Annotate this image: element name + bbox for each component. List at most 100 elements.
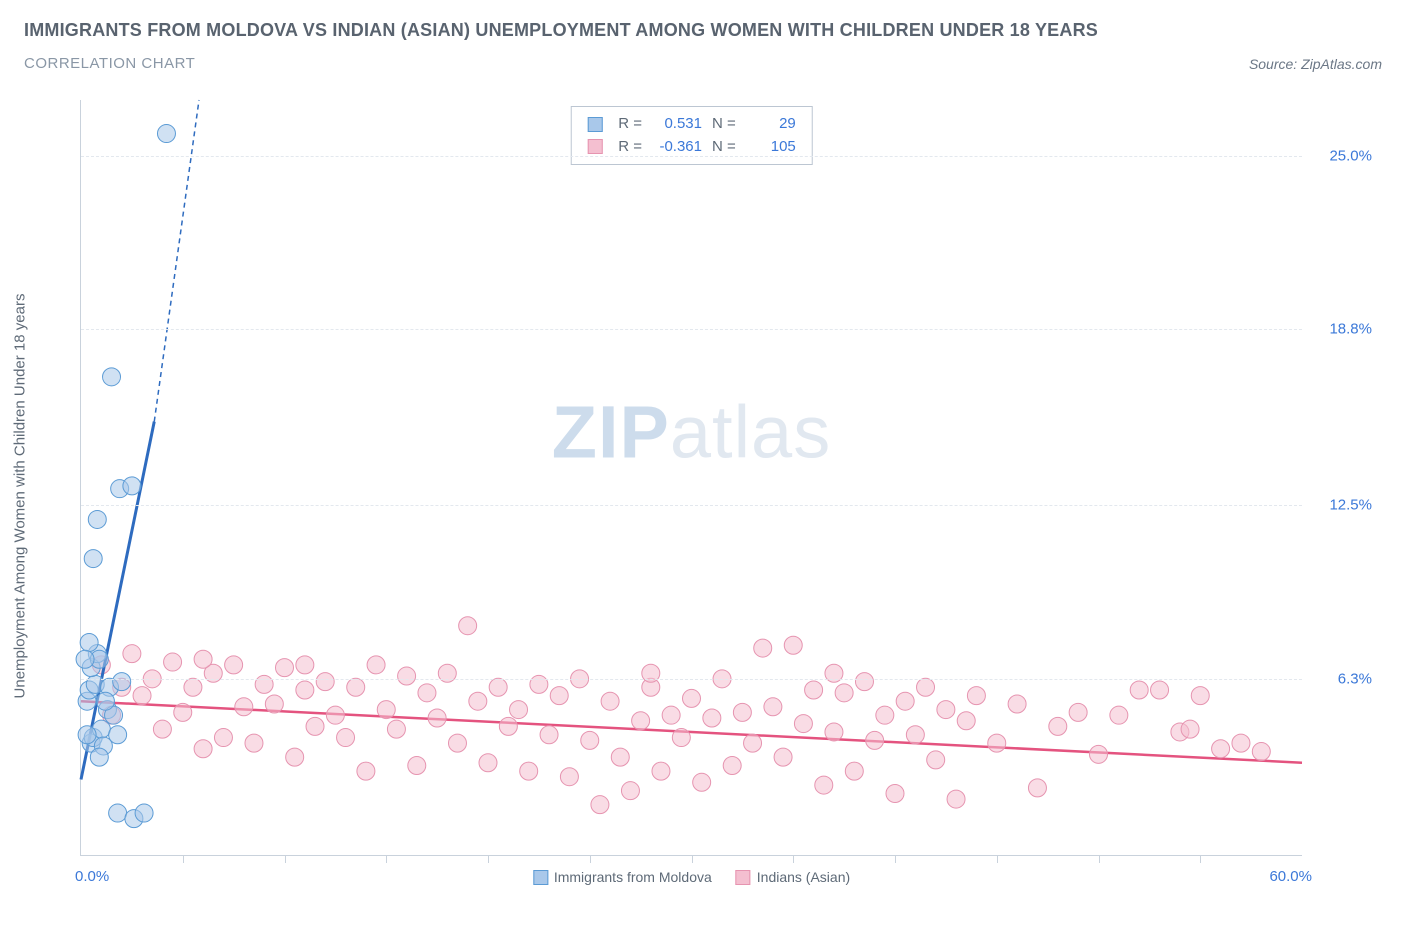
data-point bbox=[815, 776, 833, 794]
data-point bbox=[133, 687, 151, 705]
scatter-svg bbox=[81, 100, 1302, 855]
y-tick-label: 6.3% bbox=[1338, 670, 1372, 687]
data-point bbox=[88, 510, 106, 528]
subheader-row: CORRELATION CHART Source: ZipAtlas.com bbox=[24, 55, 1382, 72]
source-citation: Source: ZipAtlas.com bbox=[1249, 56, 1382, 72]
x-tick bbox=[1200, 855, 1201, 863]
x-tick bbox=[285, 855, 286, 863]
x-tick bbox=[183, 855, 184, 863]
data-point bbox=[632, 712, 650, 730]
r-value-a: 0.531 bbox=[652, 113, 702, 136]
r-label-a: R = bbox=[618, 113, 642, 136]
chart-subtitle: CORRELATION CHART bbox=[24, 55, 195, 72]
data-point bbox=[214, 729, 232, 747]
data-point bbox=[499, 717, 517, 735]
data-point bbox=[296, 656, 314, 674]
data-point bbox=[845, 762, 863, 780]
data-point bbox=[703, 709, 721, 727]
gridline-h bbox=[81, 679, 1302, 680]
data-point bbox=[855, 673, 873, 691]
data-point bbox=[825, 723, 843, 741]
data-point bbox=[1252, 743, 1270, 761]
data-point bbox=[601, 692, 619, 710]
gridline-h bbox=[81, 329, 1302, 330]
data-point bbox=[1110, 706, 1128, 724]
data-point bbox=[80, 633, 98, 651]
data-point bbox=[1008, 695, 1026, 713]
data-point bbox=[276, 659, 294, 677]
data-point bbox=[754, 639, 772, 657]
data-point bbox=[408, 757, 426, 775]
data-point bbox=[418, 684, 436, 702]
y-axis-label: Unemployment Among Women with Children U… bbox=[12, 294, 29, 699]
x-tick bbox=[793, 855, 794, 863]
data-point bbox=[337, 729, 355, 747]
data-point bbox=[194, 650, 212, 668]
bottom-legend-item-b: Indians (Asian) bbox=[736, 869, 850, 885]
x-tick bbox=[895, 855, 896, 863]
data-point bbox=[326, 706, 344, 724]
data-point bbox=[733, 703, 751, 721]
data-point bbox=[194, 740, 212, 758]
data-point bbox=[1090, 745, 1108, 763]
data-point bbox=[621, 782, 639, 800]
data-point bbox=[90, 748, 108, 766]
data-point bbox=[316, 673, 334, 691]
x-tick bbox=[590, 855, 591, 863]
data-point bbox=[1181, 720, 1199, 738]
data-point bbox=[96, 692, 114, 710]
data-point bbox=[886, 784, 904, 802]
data-point bbox=[103, 368, 121, 386]
data-point bbox=[489, 678, 507, 696]
data-point bbox=[469, 692, 487, 710]
data-point bbox=[560, 768, 578, 786]
data-point bbox=[235, 698, 253, 716]
data-point bbox=[774, 748, 792, 766]
bottom-label-a: Immigrants from Moldova bbox=[554, 869, 712, 885]
data-point bbox=[967, 687, 985, 705]
bottom-legend: Immigrants from Moldova Indians (Asian) bbox=[533, 869, 850, 885]
data-point bbox=[479, 754, 497, 772]
data-point bbox=[764, 698, 782, 716]
data-point bbox=[510, 701, 528, 719]
data-point bbox=[164, 653, 182, 671]
data-point bbox=[957, 712, 975, 730]
data-point bbox=[805, 681, 823, 699]
data-point bbox=[1151, 681, 1169, 699]
data-point bbox=[153, 720, 171, 738]
data-point bbox=[296, 681, 314, 699]
data-point bbox=[917, 678, 935, 696]
data-point bbox=[683, 689, 701, 707]
source-prefix: Source: bbox=[1249, 56, 1301, 72]
header: IMMIGRANTS FROM MOLDOVA VS INDIAN (ASIAN… bbox=[0, 0, 1406, 72]
data-point bbox=[835, 684, 853, 702]
data-point bbox=[306, 717, 324, 735]
data-point bbox=[672, 729, 690, 747]
data-point bbox=[723, 757, 741, 775]
r-value-b: -0.361 bbox=[652, 136, 702, 159]
y-tick-label: 25.0% bbox=[1329, 147, 1372, 164]
data-point bbox=[265, 695, 283, 713]
data-point bbox=[550, 687, 568, 705]
chart-title: IMMIGRANTS FROM MOLDOVA VS INDIAN (ASIAN… bbox=[24, 20, 1382, 41]
data-point bbox=[611, 748, 629, 766]
data-point bbox=[927, 751, 945, 769]
data-point bbox=[1212, 740, 1230, 758]
data-point bbox=[693, 773, 711, 791]
chart-area: Unemployment Among Women with Children U… bbox=[24, 90, 1382, 902]
legend-swatch-b bbox=[587, 139, 602, 154]
data-point bbox=[157, 125, 175, 143]
data-point bbox=[387, 720, 405, 738]
legend-row-a: R = 0.531 N = 29 bbox=[587, 113, 796, 136]
bottom-swatch-a bbox=[533, 870, 548, 885]
data-point bbox=[876, 706, 894, 724]
plot-region: ZIPatlas R = 0.531 N = 29 R = -0.361 N =… bbox=[80, 100, 1302, 856]
source-name: ZipAtlas.com bbox=[1301, 56, 1382, 72]
data-point bbox=[947, 790, 965, 808]
n-value-a: 29 bbox=[746, 113, 796, 136]
data-point bbox=[896, 692, 914, 710]
n-label-a: N = bbox=[712, 113, 736, 136]
r-label-b: R = bbox=[618, 136, 642, 159]
data-point bbox=[784, 636, 802, 654]
data-point bbox=[459, 617, 477, 635]
